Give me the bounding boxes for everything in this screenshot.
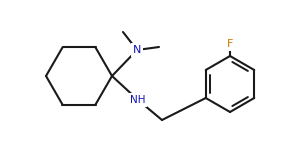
Text: F: F (227, 39, 233, 49)
Text: NH: NH (130, 95, 146, 105)
Text: N: N (133, 45, 141, 55)
